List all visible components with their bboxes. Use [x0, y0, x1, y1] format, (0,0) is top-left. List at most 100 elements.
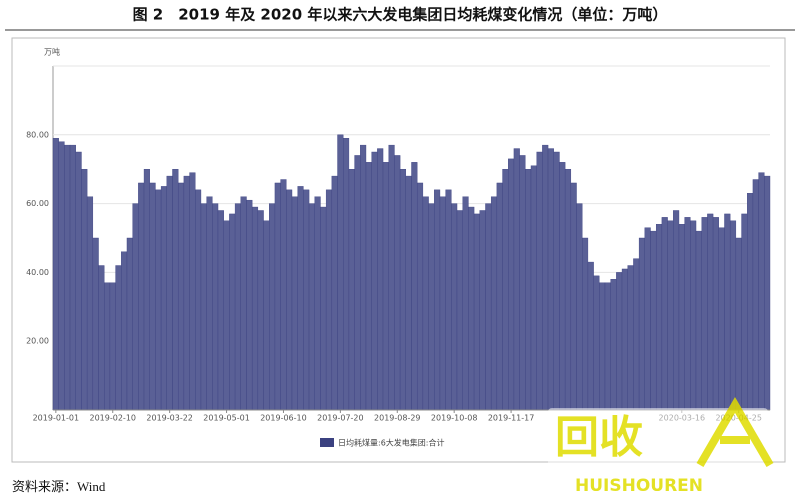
bar — [752, 179, 759, 411]
bar — [75, 151, 82, 411]
bar — [508, 158, 515, 411]
bar — [724, 213, 731, 411]
bar — [468, 206, 475, 411]
bar — [667, 220, 674, 411]
bar — [365, 162, 372, 411]
bar — [126, 237, 133, 411]
bar — [707, 213, 714, 411]
bar — [223, 220, 230, 411]
bar — [115, 265, 122, 411]
bar — [354, 155, 361, 411]
bar — [337, 134, 344, 411]
bar — [177, 182, 185, 411]
bar — [343, 138, 350, 411]
source-note: 资料来源：Wind — [12, 479, 106, 494]
bar — [735, 237, 742, 411]
bar — [764, 175, 771, 411]
watermark-subtext: HUISHOUREN — [575, 476, 703, 496]
bar — [758, 172, 765, 411]
x-tick-label: 2019-11-17 — [488, 414, 535, 423]
bar — [172, 168, 179, 411]
bar — [394, 155, 401, 411]
bar — [183, 175, 190, 411]
bar — [109, 282, 116, 411]
bar — [280, 179, 287, 411]
bar — [143, 168, 150, 411]
bar — [257, 210, 264, 411]
x-tick-label: 2019-03-22 — [146, 414, 193, 423]
bar — [155, 189, 162, 411]
bar — [217, 210, 224, 411]
bar — [422, 196, 429, 411]
bar — [587, 261, 594, 411]
bar — [616, 272, 623, 411]
bar — [536, 151, 543, 411]
bar — [64, 144, 71, 411]
chart-frame — [11, 37, 786, 463]
watermark: 回收 HUISHOUREN — [548, 397, 774, 496]
x-tick-label: 2019-08-29 — [374, 414, 421, 423]
bar — [303, 189, 310, 411]
bar — [269, 203, 276, 411]
bar — [485, 203, 492, 411]
bar — [456, 210, 463, 411]
bar — [462, 196, 469, 411]
bar — [542, 144, 549, 411]
bar — [701, 217, 708, 411]
bar — [530, 165, 537, 411]
bar — [291, 196, 298, 411]
bar — [377, 148, 384, 411]
watermark-bg — [548, 408, 768, 468]
bar — [655, 224, 663, 411]
bar — [673, 210, 680, 411]
bar — [240, 196, 247, 411]
bar — [416, 182, 424, 411]
bar — [473, 213, 480, 411]
y-tick-label: 80.00 — [26, 130, 49, 139]
y-tick-label: 40.00 — [26, 268, 49, 277]
x-tick-label: 2019-05-01 — [203, 414, 250, 423]
bar — [547, 148, 554, 411]
bar — [451, 203, 458, 411]
x-tick-label: 2019-02-10 — [90, 414, 137, 423]
bar — [86, 196, 94, 411]
y-unit: 万吨 — [44, 47, 60, 57]
bar — [104, 282, 111, 411]
bar — [149, 182, 156, 411]
bar — [496, 182, 503, 411]
bar — [81, 168, 88, 411]
bar — [599, 282, 606, 411]
bar — [69, 144, 76, 411]
bar — [229, 213, 236, 411]
bar — [559, 162, 566, 411]
bar — [274, 182, 281, 411]
bar — [593, 275, 600, 411]
bar — [564, 168, 572, 411]
bar — [747, 193, 754, 411]
legend-label: 日均耗煤量:6大发电集团:合计 — [338, 438, 444, 448]
bar — [428, 203, 435, 411]
bar — [92, 237, 99, 411]
bar — [166, 175, 173, 411]
bar — [411, 162, 418, 411]
bar — [479, 210, 486, 411]
x-tick-label: 2019-10-08 — [431, 414, 478, 423]
bar — [650, 230, 657, 411]
bar — [553, 151, 560, 411]
bar — [98, 265, 105, 411]
bar — [644, 227, 651, 411]
bar — [251, 206, 259, 411]
bar — [121, 251, 128, 411]
bar — [684, 217, 691, 411]
bar — [286, 189, 293, 411]
bar — [388, 144, 395, 411]
bar — [138, 182, 145, 411]
bar — [604, 282, 611, 411]
watermark-text: 回收 — [555, 412, 643, 463]
bar — [189, 172, 196, 411]
bar — [399, 168, 407, 411]
bar — [741, 213, 748, 411]
bar — [690, 220, 697, 411]
plot: 20.00 40.00 60.00 80.00 2019-01-01 2019-02-10… — [26, 65, 771, 423]
x-tick-label: 2019-01-01 — [33, 414, 80, 423]
